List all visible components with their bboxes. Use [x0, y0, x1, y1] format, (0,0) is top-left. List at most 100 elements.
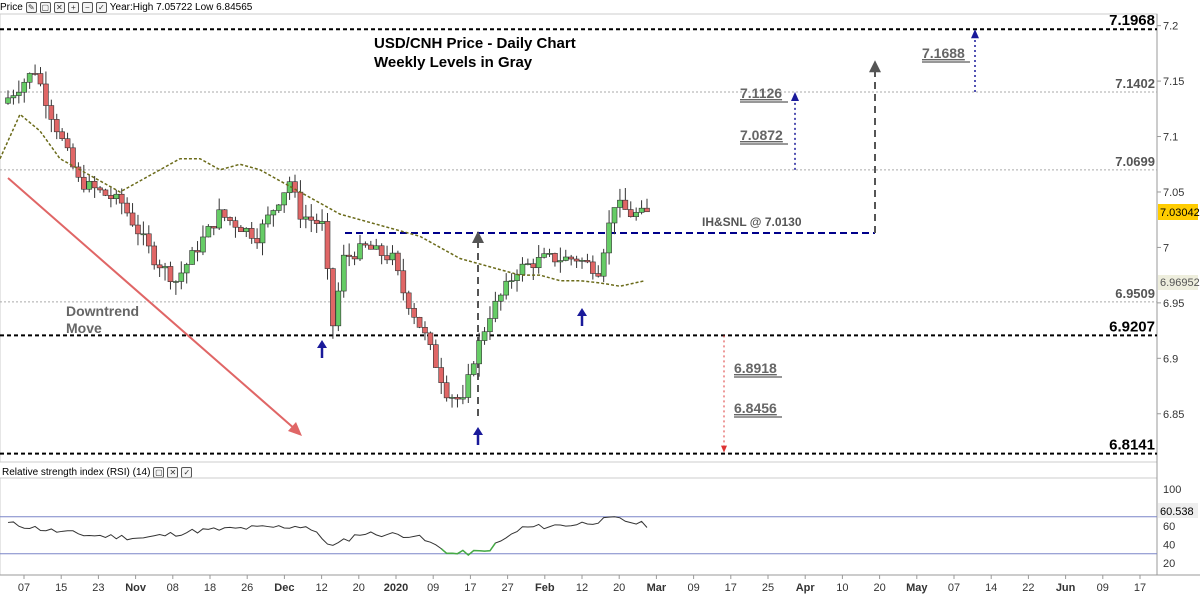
candle-body: [346, 254, 352, 257]
rsi-line: [7, 516, 648, 556]
candle-body: [173, 281, 179, 283]
candle-body: [525, 263, 531, 266]
candle-body: [368, 244, 374, 250]
price-toolbar: Price ✎ ▢ ✕ + − ✓ Year:High 7.05722 Low …: [0, 0, 252, 14]
level-label: 6.8141: [1109, 437, 1155, 454]
time-tick-label: 17: [725, 582, 737, 594]
time-tick-label: Jun: [1056, 582, 1076, 594]
rsi-toolbar: Relative strength index (RSI) (14) ▢ ✕ ✓: [2, 465, 193, 479]
time-tick-label: 26: [241, 582, 253, 594]
target-label: 7.1126: [740, 85, 782, 101]
candle-body: [10, 95, 17, 99]
last-price-label: 7.03042: [1160, 207, 1200, 219]
price-tick-label: 6.85: [1163, 409, 1184, 421]
candle-body: [330, 268, 336, 327]
candle-body: [611, 207, 618, 224]
candle-body: [118, 193, 125, 204]
candle-body: [395, 252, 401, 272]
price-tick-label: 7.15: [1163, 76, 1184, 88]
candle-body: [633, 212, 639, 217]
downtrend-label: Downtrend: [66, 303, 139, 319]
candle-body: [70, 147, 76, 168]
candle-body: [259, 223, 266, 244]
candle-body: [124, 202, 130, 214]
time-tick-label: 07: [18, 582, 30, 594]
time-tick-label: 20: [613, 582, 625, 594]
time-tick-label: 18: [204, 582, 216, 594]
level-label: 7.0699: [1115, 154, 1155, 169]
resistance-projection-arrowhead: [791, 91, 799, 101]
candle-body: [427, 332, 434, 345]
candle-body: [53, 119, 60, 133]
candle-body: [449, 397, 455, 399]
rsi-tick-label: 20: [1163, 558, 1175, 570]
candle-body: [140, 233, 147, 236]
candle-body: [378, 245, 385, 256]
time-tick-label: 27: [501, 582, 513, 594]
wrench-icon[interactable]: ✎: [25, 1, 37, 13]
add-icon[interactable]: +: [67, 1, 79, 13]
candle-body: [162, 266, 168, 269]
candle-body: [5, 97, 11, 104]
time-tick-label: 08: [167, 582, 179, 594]
time-tick-label: 09: [427, 582, 439, 594]
remove-icon[interactable]: −: [81, 1, 93, 13]
close-icon[interactable]: ✕: [167, 466, 179, 478]
candle-body: [16, 91, 22, 96]
time-tick-label: 14: [985, 582, 997, 594]
neckline-label: IH&SNL @ 7.0130: [702, 215, 802, 229]
candle-body: [465, 374, 472, 398]
candle-body: [265, 214, 271, 225]
up-arrow-head: [317, 340, 327, 348]
time-tick-label: Dec: [274, 582, 294, 594]
candle-body: [324, 221, 331, 269]
candle-body: [600, 252, 607, 277]
candle-body: [535, 257, 542, 269]
candle-body: [37, 73, 44, 85]
up-arrow-head: [473, 427, 483, 435]
candle-body: [443, 382, 450, 399]
time-tick-label: Mar: [647, 582, 667, 594]
time-tick-label: 2020: [384, 582, 408, 594]
candle-body: [275, 204, 282, 211]
candle-body: [497, 294, 504, 302]
candle-body: [297, 191, 304, 220]
rsi-tick-label: 60: [1163, 521, 1175, 533]
close-icon[interactable]: ✕: [53, 1, 65, 13]
time-tick-label: 09: [1097, 582, 1109, 594]
time-tick-label: 17: [1134, 582, 1146, 594]
candle-body: [481, 331, 488, 341]
candle-body: [557, 260, 564, 263]
time-tick-label: 22: [1022, 582, 1034, 594]
candle-body: [108, 195, 114, 199]
price-pane-label: Price: [0, 1, 23, 13]
window-icon[interactable]: ▢: [39, 1, 51, 13]
candle-body: [357, 243, 363, 260]
candle-body: [617, 199, 623, 208]
time-tick-label: 25: [762, 582, 774, 594]
target-label: 6.8918: [734, 360, 777, 376]
chart-subtitle: Weekly Levels in Gray: [374, 54, 533, 71]
candle-body: [183, 264, 190, 274]
chart-title: USD/CNH Price - Daily Chart: [374, 35, 576, 52]
downtrend-arrowhead: [288, 422, 302, 436]
time-tick-label: 20: [353, 582, 365, 594]
candle-body: [340, 254, 347, 292]
window-icon[interactable]: ▢: [153, 466, 165, 478]
candle-body: [32, 73, 38, 75]
time-tick-label: Nov: [125, 582, 147, 594]
ma-value-label: 6.96952: [1160, 277, 1200, 289]
candle-body: [308, 216, 315, 221]
candle-body: [145, 233, 152, 247]
checkbox-icon[interactable]: ✓: [95, 1, 107, 13]
price-tick-label: 6.9: [1163, 353, 1178, 365]
candle-body: [48, 105, 55, 120]
target-label: 7.0872: [740, 127, 783, 143]
checkbox-icon[interactable]: ✓: [181, 466, 193, 478]
candle-body: [43, 83, 49, 106]
candle-body: [292, 181, 298, 193]
price-range-text: Year:High 7.05722 Low 6.84565: [109, 1, 253, 13]
time-tick-label: 15: [55, 582, 67, 594]
